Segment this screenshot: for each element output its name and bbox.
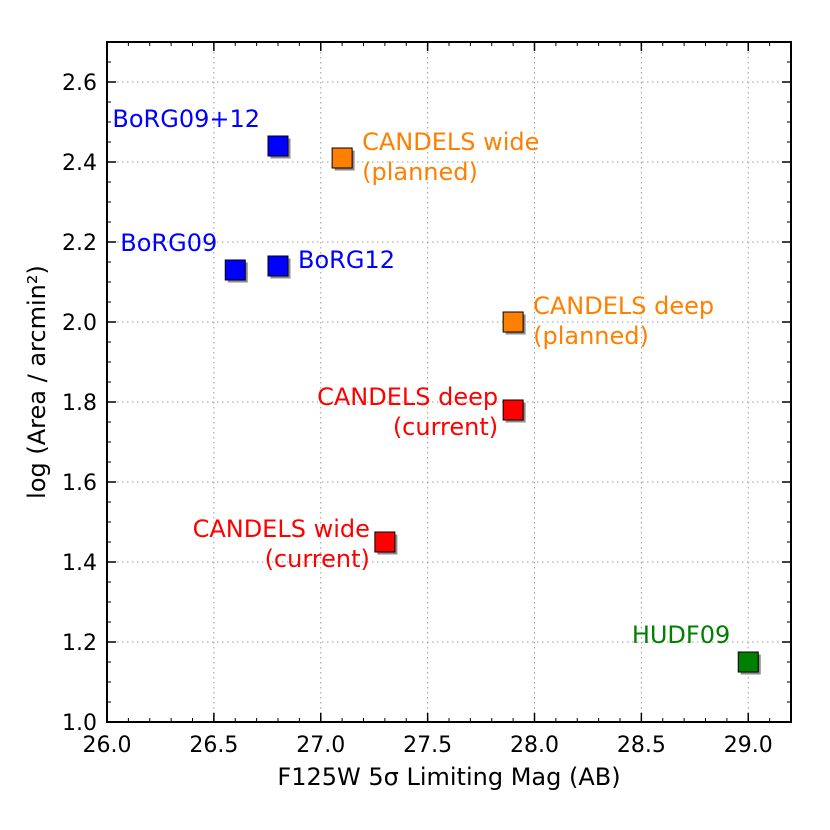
y-tick-label: 1.8	[62, 391, 97, 416]
data-point	[374, 531, 396, 553]
y-tick-label: 2.6	[62, 71, 97, 96]
point-label: CANDELS deep (planned)	[533, 292, 714, 350]
x-tick-label: 27.5	[403, 733, 452, 758]
plot-frame	[106, 41, 792, 723]
point-label: BoRG09	[120, 229, 217, 257]
y-tick-label: 1.2	[62, 631, 97, 656]
x-axis-label: F125W 5σ Limiting Mag (AB)	[277, 763, 620, 791]
point-label: CANDELS deep (current)	[317, 383, 498, 441]
data-point	[267, 135, 289, 157]
point-label-line: CANDELS wide	[362, 128, 539, 156]
data-point	[331, 147, 353, 169]
point-label: CANDELS wide (current)	[193, 515, 370, 573]
y-tick-label: 1.0	[62, 711, 97, 736]
x-tick-label: 29.0	[724, 733, 773, 758]
point-label-line: CANDELS wide	[193, 515, 370, 543]
point-label-line: (planned)	[362, 158, 478, 186]
tick-labels: 26.0 26.5 27.0 27.5 28.0 28.5 29.0 1.0 1.2 1.4 1.6…	[62, 71, 773, 758]
data-point	[502, 311, 524, 333]
data-point	[737, 651, 759, 673]
x-tick-label: 28.5	[617, 733, 666, 758]
point-label: HUDF09	[632, 621, 730, 649]
point-label: CANDELS wide (planned)	[362, 128, 539, 186]
point-label-line: BoRG09+12	[112, 105, 260, 133]
data-point	[502, 399, 524, 421]
point-label-line: HUDF09	[632, 621, 730, 649]
data-markers	[224, 135, 761, 675]
point-label-line: (current)	[265, 545, 370, 573]
y-tick-label: 1.4	[62, 551, 97, 576]
point-label: BoRG09+12	[112, 105, 260, 133]
y-tick-label: 2.4	[62, 151, 97, 176]
point-label-line: BoRG09	[120, 229, 217, 257]
point-label-line: CANDELS deep	[317, 383, 498, 411]
x-tick-label: 27.0	[296, 733, 345, 758]
x-tick-label: 26.0	[83, 733, 132, 758]
y-tick-label: 2.2	[62, 231, 97, 256]
data-point	[224, 259, 246, 281]
point-label-line: CANDELS deep	[533, 292, 714, 320]
y-tick-label: 2.0	[62, 311, 97, 336]
point-label-line: BoRG12	[298, 246, 395, 274]
y-axis-label: log (Area / arcmin²)	[23, 265, 51, 499]
point-label: BoRG12	[298, 246, 395, 274]
point-label-line: (current)	[393, 413, 498, 441]
y-tick-label: 1.6	[62, 471, 97, 496]
x-tick-label: 26.5	[189, 733, 238, 758]
data-point	[267, 255, 289, 277]
x-tick-label: 28.0	[510, 733, 559, 758]
point-label-line: (planned)	[533, 322, 649, 350]
